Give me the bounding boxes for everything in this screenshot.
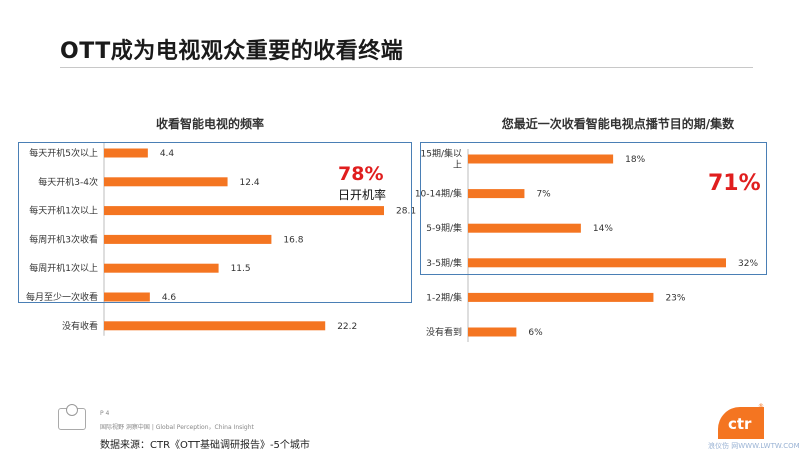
bar	[468, 292, 654, 302]
data-source: 数据来源：CTR《OTT基础调研报告》-5个城市	[100, 440, 310, 451]
bar	[104, 206, 384, 216]
data-label: 11.5	[231, 264, 251, 274]
category-label: 1-2期/集	[426, 291, 462, 303]
data-label: 7%	[536, 190, 551, 200]
watermark: 浪仪伤 网WWW.LWTW.COM	[708, 442, 800, 450]
category-label: 5-9期/集	[426, 222, 462, 234]
category-label: 每天开机5次以上	[29, 147, 98, 159]
bar	[468, 327, 517, 337]
data-label: 6%	[528, 328, 543, 338]
category-label: 10-14期/集	[415, 188, 462, 200]
data-label: 12.4	[240, 178, 260, 188]
category-label: 每天开机1次以上	[29, 205, 98, 217]
left-highlight-box	[18, 142, 412, 303]
category-label: 每天开机3-4次	[38, 176, 98, 188]
category-label: 没有看到	[426, 326, 462, 338]
data-label: 18%	[625, 155, 645, 165]
ctr-logo-text: ctr	[728, 415, 752, 433]
right-chart-title: 您最近一次收看智能电视点播节目的期/集数	[501, 117, 735, 131]
category-label: 每月至少一次收看	[26, 291, 98, 303]
page-number: P 4	[100, 410, 110, 417]
page-title: OTT成为电视观众重要的收看终端	[60, 39, 404, 64]
registered-mark: ®	[758, 403, 764, 410]
category-label: 3-5期/集	[426, 257, 462, 269]
left-daily-rate-caption: 日开机率	[338, 188, 387, 202]
right-highlight-value: 71%	[708, 171, 761, 196]
certification-seal-icon	[66, 404, 78, 416]
tagline: 国际视野 洞察中国 | Global Perception，China Insi…	[100, 424, 254, 431]
right-highlight-box	[420, 142, 767, 275]
data-label: 14%	[593, 224, 613, 234]
bar	[468, 223, 581, 233]
left-daily-rate-value: 78%	[338, 163, 384, 185]
left-chart-title: 收看智能电视的频率	[155, 117, 264, 131]
data-label: 32%	[738, 259, 758, 269]
category-label: 没有收看	[62, 320, 98, 332]
bar	[104, 148, 148, 158]
category-label: 上	[453, 160, 462, 171]
data-label: 4.4	[160, 149, 175, 159]
bar	[104, 234, 272, 244]
data-label: 23%	[665, 293, 685, 303]
data-label: 28.1	[396, 207, 416, 217]
bar	[104, 292, 150, 302]
bar	[104, 177, 228, 187]
bar	[468, 154, 614, 164]
title-divider	[60, 67, 753, 68]
ctr-logo: ctr	[718, 407, 764, 439]
category-label: 15期/集以	[421, 148, 463, 160]
data-label: 16.8	[283, 235, 303, 245]
bar	[104, 321, 326, 331]
bar	[104, 263, 219, 273]
data-label: 4.6	[162, 293, 177, 303]
category-label: 每周开机1次以上	[29, 262, 98, 274]
bar	[468, 258, 726, 268]
category-label: 每周开机3次收看	[29, 233, 98, 245]
bar	[468, 189, 525, 199]
data-label: 22.2	[337, 322, 357, 332]
